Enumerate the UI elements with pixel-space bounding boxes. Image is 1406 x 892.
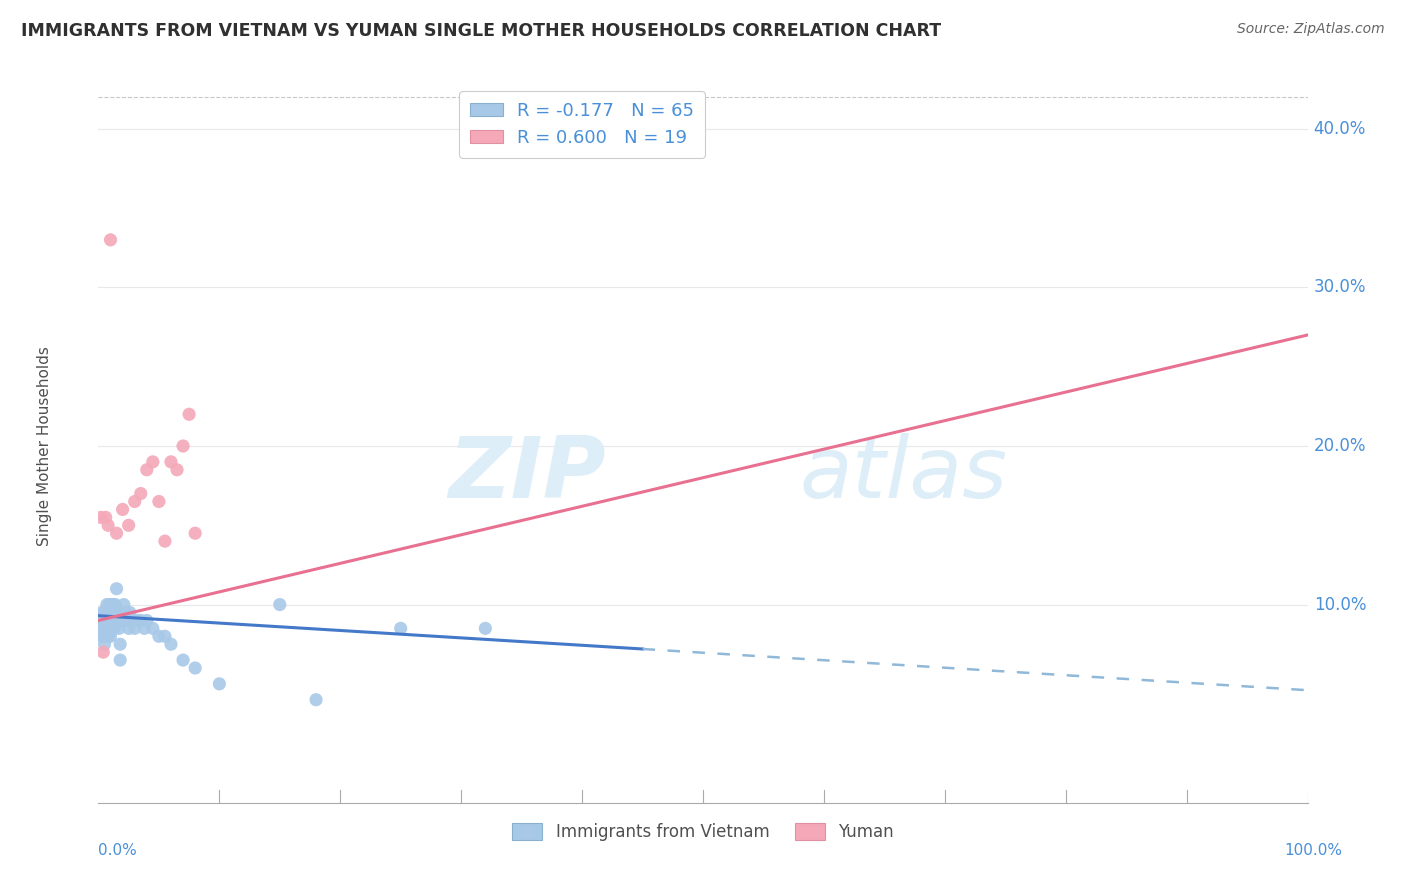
Point — [105, 606, 128, 620]
Point — [124, 494, 146, 508]
Point — [94, 606, 117, 620]
Point — [91, 606, 114, 620]
Text: 20.0%: 20.0% — [1313, 437, 1367, 455]
Point — [160, 637, 183, 651]
Point — [103, 606, 125, 620]
Point — [111, 502, 134, 516]
Text: 40.0%: 40.0% — [1313, 120, 1367, 138]
Point — [101, 614, 124, 628]
Text: 10.0%: 10.0% — [1313, 596, 1367, 614]
Text: ZIP: ZIP — [449, 433, 606, 516]
Point — [474, 621, 496, 635]
Point — [110, 606, 132, 620]
Point — [100, 598, 122, 612]
Point — [135, 463, 157, 477]
Point — [97, 614, 120, 628]
Point — [97, 606, 120, 620]
Point — [179, 407, 201, 421]
Point — [94, 614, 117, 628]
Point — [134, 621, 156, 635]
Point — [118, 606, 141, 620]
Text: Source: ZipAtlas.com: Source: ZipAtlas.com — [1237, 22, 1385, 37]
Point — [105, 582, 128, 596]
Point — [96, 598, 118, 612]
Point — [108, 621, 131, 635]
Point — [91, 614, 114, 628]
Point — [101, 598, 124, 612]
Point — [93, 621, 115, 635]
Point — [104, 614, 127, 628]
Point — [172, 653, 194, 667]
Point — [96, 614, 118, 628]
Point — [98, 621, 121, 635]
Point — [94, 510, 117, 524]
Point — [112, 598, 135, 612]
Point — [118, 621, 141, 635]
Point — [93, 637, 115, 651]
Text: atlas: atlas — [800, 433, 1008, 516]
Point — [117, 614, 139, 628]
Text: 100.0%: 100.0% — [1285, 843, 1343, 858]
Point — [93, 614, 115, 628]
Point — [91, 614, 114, 628]
Point — [108, 653, 131, 667]
Point — [108, 637, 131, 651]
Text: 0.0%: 0.0% — [98, 843, 138, 858]
Point — [184, 526, 207, 541]
Point — [148, 494, 170, 508]
Point — [98, 598, 121, 612]
Point — [160, 455, 183, 469]
Point — [305, 692, 328, 706]
Point — [100, 621, 122, 635]
Point — [111, 614, 134, 628]
Point — [90, 614, 112, 628]
Point — [114, 606, 136, 620]
Legend: Immigrants from Vietnam, Yuman: Immigrants from Vietnam, Yuman — [506, 816, 900, 848]
Point — [129, 614, 152, 628]
Text: IMMIGRANTS FROM VIETNAM VS YUMAN SINGLE MOTHER HOUSEHOLDS CORRELATION CHART: IMMIGRANTS FROM VIETNAM VS YUMAN SINGLE … — [21, 22, 941, 40]
Point — [91, 629, 114, 643]
Point — [100, 629, 122, 643]
Point — [93, 606, 115, 620]
Point — [166, 463, 188, 477]
Point — [124, 621, 146, 635]
Point — [100, 606, 122, 620]
Point — [91, 629, 114, 643]
Point — [389, 621, 412, 635]
Point — [118, 518, 141, 533]
Point — [208, 677, 231, 691]
Point — [98, 614, 121, 628]
Point — [184, 661, 207, 675]
Point — [94, 629, 117, 643]
Point — [96, 621, 118, 635]
Point — [142, 621, 165, 635]
Point — [142, 455, 165, 469]
Point — [153, 629, 176, 643]
Point — [269, 598, 291, 612]
Point — [97, 518, 120, 533]
Point — [105, 526, 128, 541]
Point — [172, 439, 194, 453]
Point — [148, 629, 170, 643]
Point — [97, 629, 120, 643]
Point — [100, 614, 122, 628]
Text: 30.0%: 30.0% — [1313, 278, 1367, 296]
Point — [90, 621, 112, 635]
Point — [135, 614, 157, 628]
Point — [100, 233, 122, 247]
Point — [153, 534, 176, 549]
Point — [121, 614, 143, 628]
Point — [129, 486, 152, 500]
Point — [127, 614, 149, 628]
Point — [104, 598, 127, 612]
Point — [91, 645, 114, 659]
Point — [103, 621, 125, 635]
Point — [91, 621, 114, 635]
Text: Single Mother Households: Single Mother Households — [37, 346, 52, 546]
Point — [107, 614, 129, 628]
Point — [90, 510, 112, 524]
